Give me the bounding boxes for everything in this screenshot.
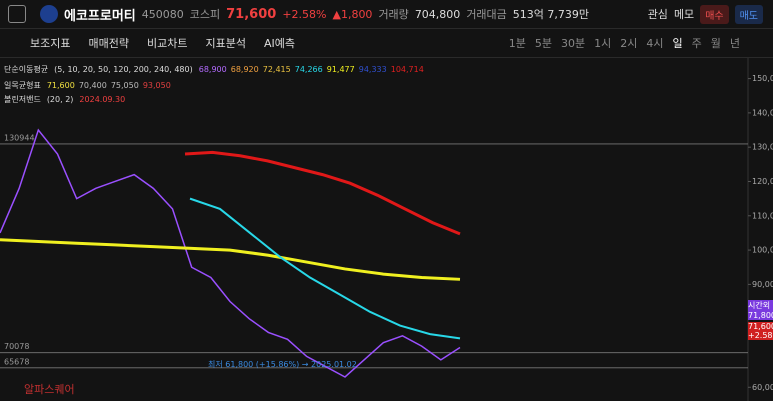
memo[interactable]: 메모 [673, 8, 695, 21]
tool[interactable]: 보조지표 [30, 37, 71, 50]
chart: 150,000 140,000 130,000 120,000 110,000 100,0… [0, 58, 773, 401]
sma-value: 91,477 [326, 65, 355, 74]
period[interactable]: 월 [710, 37, 721, 50]
price-tags: 시간외 71,800 71,600 +2.58% [748, 300, 773, 340]
level-label: 130944 [4, 133, 35, 142]
tool[interactable]: 비교차트 [146, 37, 188, 50]
ichimoku-value: 75,050 [110, 81, 139, 90]
sma-value: 68,920 [230, 65, 259, 74]
bollinger-params: (20, 2) [46, 95, 74, 104]
price-tag: 71,600 [748, 322, 773, 331]
period[interactable]: 1분 [508, 37, 526, 50]
volume-label: 거래량 [378, 8, 409, 21]
period[interactable]: 30분 [561, 37, 586, 50]
period[interactable]: 년 [729, 37, 740, 50]
sma-value: 68,900 [198, 65, 227, 74]
watch[interactable]: 관심 [647, 8, 668, 21]
sma-value: 94,333 [358, 65, 387, 74]
ichimoku-value: 93,050 [142, 81, 171, 90]
period[interactable]: 주 [691, 37, 702, 50]
tool[interactable]: 매매전략 [88, 37, 129, 50]
period[interactable]: 2시 [620, 37, 638, 50]
y-tick-label: 110,000 [752, 211, 773, 220]
low-annotation: 최저 61,800 (+15.86%) → 2025.01.02 [208, 360, 357, 369]
series-line [0, 238, 461, 281]
change: ▲1,800 [332, 7, 373, 21]
brand: 알파스퀘어 [24, 383, 75, 396]
pct-tag: +2.58% [748, 331, 773, 340]
buy-button[interactable]: 매수 [700, 4, 729, 24]
periods: 1분 5분 30분 1시 2시 4시 일 주 월 년 [509, 35, 749, 51]
period[interactable]: 1시 [594, 37, 612, 50]
sma-params: (5, 10, 20, 50, 120, 200, 240, 480) [54, 65, 193, 74]
tool[interactable]: 지표분석 [205, 37, 246, 50]
y-tick-label: 140,000 [752, 108, 773, 117]
ichimoku-legend: 일목균형표 71,600 70,400 75,050 93,050 [4, 80, 175, 91]
y-tick-label: 100,000 [752, 246, 773, 255]
after-price: 71,800 [748, 311, 773, 320]
sell-button[interactable]: 매도 [734, 4, 763, 24]
y-tick-label: 60,000 [752, 383, 773, 392]
logo [40, 5, 58, 23]
price: 71,600 [226, 6, 277, 22]
y-tick-label: 150,000 [752, 74, 773, 83]
sma-legend: 단순이동평균 (5, 10, 20, 50, 120, 200, 240, 480… [4, 64, 428, 75]
bollinger-label: 볼린저밴드 [4, 95, 41, 104]
amount: 513억 7,739만 [512, 8, 590, 21]
volume: 704,800 [414, 7, 461, 21]
ichimoku-value: 70,400 [78, 81, 107, 90]
bollinger-legend: 볼린저밴드 (20, 2) 2024.09.30 [4, 94, 131, 105]
period[interactable]: 4시 [646, 37, 664, 50]
ichimoku-value: 71,600 [46, 81, 75, 90]
change-pct: +2.58% [282, 7, 327, 21]
amount-label: 거래대금 [466, 8, 507, 21]
ichimoku-label: 일목균형표 [4, 81, 41, 90]
series-line [0, 128, 461, 378]
level-label: 65678 [4, 357, 29, 366]
tools: 보조지표 매매전략 비교차트 지표분석 AI예측 [30, 35, 313, 51]
period[interactable]: 5분 [534, 37, 552, 50]
market: 코스피 [189, 8, 221, 21]
stock-name: 에코프로머티 [64, 8, 136, 24]
y-tick-label: 90,000 [752, 280, 773, 289]
y-tick-label: 130,000 [752, 143, 773, 152]
bollinger-date: 2024.09.30 [79, 95, 126, 104]
y-tick-label: 120,000 [752, 177, 773, 186]
sma-value: 104,714 [390, 65, 424, 74]
top-bar: 에코프로머티 450080 코스피 71,600 +2.58% ▲1,800 거… [0, 0, 773, 29]
after-hours: 시간외 [748, 300, 773, 311]
period[interactable]: 일 [672, 37, 683, 50]
series-line [189, 197, 461, 340]
tool[interactable]: AI예측 [263, 37, 295, 50]
level-label: 70078 [4, 342, 29, 351]
sma-value: 74,266 [294, 65, 323, 74]
sma-value: 72,415 [262, 65, 291, 74]
toolbar: 보조지표 매매전략 비교차트 지표분석 AI예측 1분 5분 30분 1시 2시 4시 일 주 월 년 [0, 29, 773, 58]
sma-label: 단순이동평균 [4, 65, 49, 74]
series-line [184, 150, 461, 236]
sidebar-icon[interactable] [8, 5, 26, 23]
code: 450080 [141, 7, 184, 21]
